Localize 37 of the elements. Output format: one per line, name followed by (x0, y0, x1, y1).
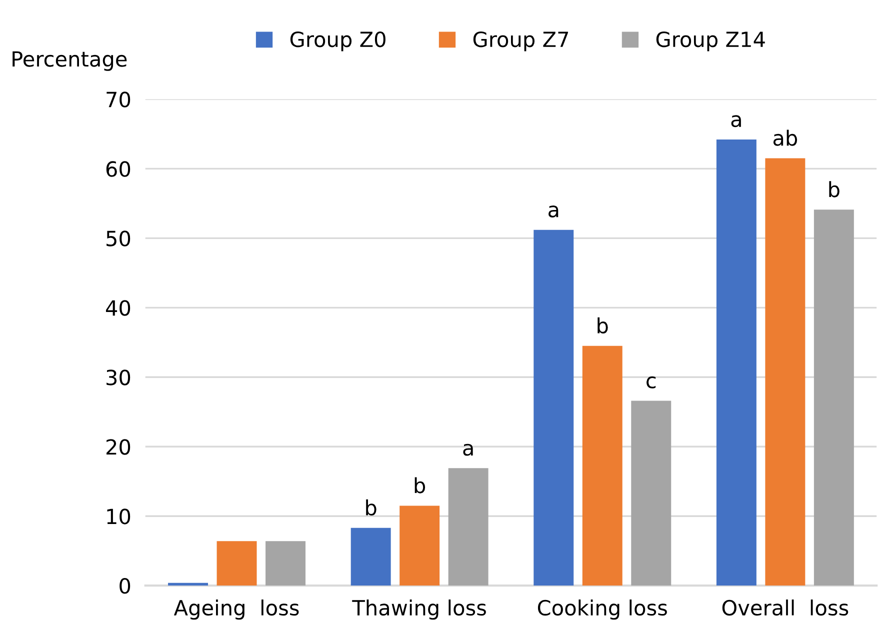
data-label: b (829, 181, 840, 198)
data-label: b (366, 499, 376, 516)
data-label: b (598, 317, 608, 334)
bar (448, 468, 488, 586)
data-label: a (731, 115, 741, 128)
bar (400, 506, 440, 586)
x-tick-label: Overall loss (722, 599, 848, 616)
bar (631, 400, 672, 586)
bar (765, 158, 806, 586)
bar (216, 541, 257, 586)
y-tick-label: 40 (106, 300, 130, 316)
bar (350, 528, 391, 586)
bar (266, 541, 306, 586)
legend-label: Group Z0 (290, 31, 386, 52)
y-tick-label: 10 (107, 508, 130, 524)
data-label: b (414, 477, 426, 494)
data-label: a (463, 444, 473, 456)
y-axis-title: Percentage (12, 51, 127, 71)
legend-label: Group Z14 (656, 31, 765, 52)
y-tick-label: 20 (106, 439, 130, 455)
y-tick-label: 60 (106, 161, 130, 177)
data-label: c (646, 376, 656, 388)
y-tick-label: 70 (106, 92, 130, 108)
bar (582, 346, 622, 586)
y-tick-label: 50 (106, 230, 130, 246)
x-tick-label: Ageing loss (174, 599, 299, 620)
bar (716, 140, 756, 586)
y-tick-label: 30 (106, 370, 130, 386)
y-tick-label: 0 (120, 578, 130, 594)
bar (168, 582, 208, 586)
bar (814, 210, 854, 586)
data-label: ab (773, 130, 798, 146)
bar (534, 230, 574, 586)
x-tick-label: Thawing loss (352, 599, 486, 620)
data-label: a (548, 206, 558, 218)
legend-label: Group Z7 (473, 31, 568, 52)
x-tick-label: Cooking loss (538, 599, 667, 620)
